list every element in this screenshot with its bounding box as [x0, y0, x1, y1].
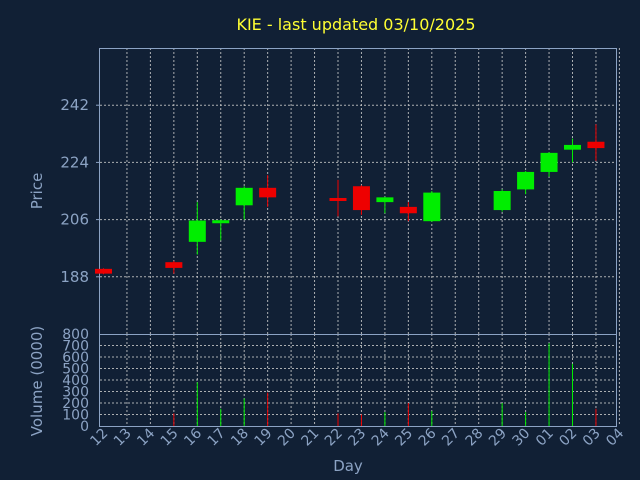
candle-body: [423, 192, 441, 222]
volume-bars: [173, 343, 597, 426]
x-tick-label: 01: [533, 426, 557, 450]
x-tick-label: 13: [111, 426, 135, 450]
candle: [259, 175, 277, 207]
candle: [352, 185, 370, 215]
volume-tick-label: 400: [62, 373, 89, 389]
volume-tick-label: 700: [62, 339, 89, 355]
price-axis-label: Price: [28, 173, 46, 210]
candle: [423, 191, 441, 222]
x-tick-label: 02: [556, 426, 580, 450]
x-tick-label: 04: [603, 425, 627, 449]
volume-tick-label: 300: [62, 385, 89, 401]
x-tick-label: 24: [369, 425, 393, 449]
candle-body: [493, 191, 511, 211]
x-axis-label: Day: [333, 457, 363, 475]
candles: [95, 124, 605, 275]
candle-body: [399, 206, 417, 214]
candle-body: [95, 268, 112, 274]
volume-tick-label: 500: [62, 362, 89, 378]
candle-body: [165, 262, 183, 268]
x-tick-label: 12: [87, 426, 111, 450]
x-tick-label: 18: [228, 426, 252, 450]
candle-body: [517, 171, 535, 190]
x-tick-label: 25: [392, 426, 416, 450]
price-tick-label: 188: [60, 268, 89, 286]
x-tick-label: 19: [252, 426, 276, 450]
candle-body: [188, 220, 206, 242]
price-tick-label: 224: [60, 153, 89, 171]
price-tick-label: 206: [60, 211, 89, 229]
candle-body: [564, 144, 581, 150]
candle: [329, 179, 347, 217]
candle: [564, 138, 581, 163]
candle: [235, 186, 253, 220]
volume-axis-label: Volume (0000): [28, 326, 46, 436]
x-tick-label: 30: [510, 426, 534, 450]
volume-tick-label: 100: [62, 408, 89, 424]
candle: [517, 170, 535, 195]
candle-body: [259, 187, 277, 198]
candle-body: [587, 141, 605, 149]
x-tick-label: 15: [158, 426, 182, 450]
candle-body: [235, 187, 253, 206]
volume-panel-frame: [99, 334, 617, 427]
price-axis: 188 206 224 242: [60, 96, 100, 286]
price-grid: [100, 48, 620, 334]
chart-title: KIE - last updated 03/10/2025: [236, 15, 475, 34]
candle: [399, 202, 417, 222]
volume-grid: [100, 334, 620, 426]
candle-body: [329, 197, 347, 201]
candle: [493, 189, 511, 212]
candle: [188, 202, 206, 255]
candle: [165, 260, 183, 274]
volume-tick-label: 200: [62, 396, 89, 412]
x-tick-label: 22: [322, 426, 346, 450]
x-tick-label: 26: [416, 425, 440, 449]
volume-tick-label: 800: [62, 327, 89, 343]
candle: [587, 124, 605, 161]
candle: [212, 219, 230, 241]
x-tick-label: 27: [439, 426, 463, 450]
x-tick-label: 29: [486, 426, 510, 450]
x-tick-label: 28: [463, 426, 487, 450]
volume-tick-label: 0: [80, 419, 89, 435]
x-tick-label: 20: [275, 426, 299, 450]
x-tick-label: 17: [205, 426, 229, 450]
candle: [95, 268, 112, 275]
x-tick-label: 14: [134, 425, 158, 449]
candle-body: [352, 186, 370, 211]
x-tick-label: 03: [580, 426, 604, 450]
candle: [376, 196, 394, 214]
candle-body: [376, 197, 394, 203]
x-axis: 12 13 14 15 16 17 18 19 20 21 22 23 24 25 26 27 28 29 30 01…: [87, 425, 627, 449]
volume-tick-label: 600: [62, 350, 89, 366]
candle: [540, 152, 558, 177]
price-tick-label: 242: [60, 96, 89, 114]
x-tick-label: 16: [181, 425, 205, 449]
candle-body: [212, 220, 230, 224]
x-tick-label: 21: [298, 426, 322, 450]
x-tick-label: 23: [345, 426, 369, 450]
candle-body: [540, 152, 558, 172]
